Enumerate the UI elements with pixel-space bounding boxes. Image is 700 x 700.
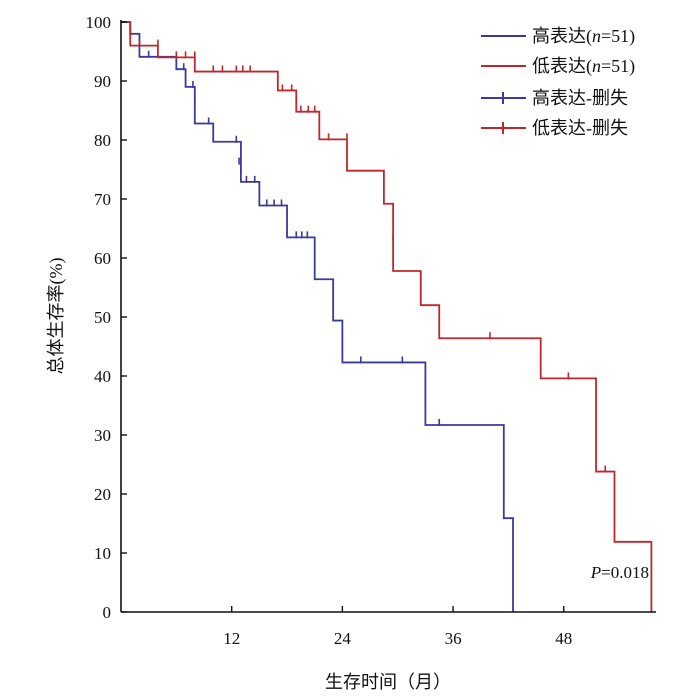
legend-label-low: 低表达(n=51): [532, 56, 635, 77]
legend-label-high: 高表达(n=51): [532, 26, 635, 47]
x-tick-label-12: 12: [223, 629, 240, 648]
legend-item-high-censored: 高表达-删失: [481, 88, 628, 108]
y-tick-label-10: 10: [94, 544, 111, 563]
legend-label-high-censored: 高表达-删失: [532, 88, 628, 108]
legend-label-low-censored: 低表达-删失: [532, 118, 628, 138]
x-tick-label-48: 48: [555, 629, 572, 648]
legend-item-low-censored: 低表达-删失: [481, 118, 628, 138]
plot-area: [121, 21, 653, 612]
y-tick-label-30: 30: [94, 426, 111, 445]
legend-item-low: 低表达(n=51): [481, 56, 635, 77]
p-value-annotation: P=0.018: [590, 563, 649, 582]
km-curve-high: [121, 21, 514, 612]
p-value-text: =0.018: [601, 563, 649, 582]
x-axis-title: 生存时间（月）: [325, 672, 451, 692]
y-tick-label-50: 50: [94, 308, 111, 327]
y-tick-label-0: 0: [103, 603, 112, 622]
y-tick-label-40: 40: [94, 367, 111, 386]
km-curve-low: [121, 21, 653, 612]
x-tick-label-36: 36: [445, 629, 462, 648]
legend: 高表达(n=51) 低表达(n=51) 高表达-删失 低表达-删失: [481, 26, 635, 138]
p-value-letter: P: [590, 563, 601, 582]
y-tick-label-90: 90: [94, 72, 111, 91]
y-tick-label-60: 60: [94, 249, 111, 268]
y-tick-label-70: 70: [94, 190, 111, 209]
y-tick-label-80: 80: [94, 131, 111, 150]
y-axis-title: 总体生存率(%): [46, 258, 67, 375]
legend-item-high: 高表达(n=51): [481, 26, 635, 47]
x-tick-label-24: 24: [334, 629, 352, 648]
y-tick-label-20: 20: [94, 485, 111, 504]
y-tick-label-100: 100: [86, 13, 112, 32]
axis-ticks: 0 10 20 30 40 50 60 70 80 90 100 12 24 36 48: [86, 13, 573, 648]
